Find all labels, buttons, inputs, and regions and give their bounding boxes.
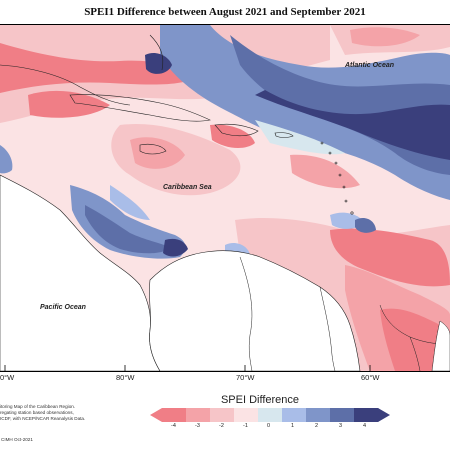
legend-tick-label: 2 [315,423,319,429]
legend-cell [234,408,259,422]
legend-tick-label: 0 [267,423,271,429]
atlantic-ocean-label: Atlantic Ocean [345,62,395,69]
legend-tick-label: 3 [339,423,343,429]
copyright: CIMH Oct-2021 [1,437,33,442]
lon-label-70w: 70°W [236,373,255,382]
legend-cell [186,408,211,422]
legend-cell [330,408,355,422]
legend-cell [306,408,331,422]
credit-line-2: regating station based observations, [0,410,74,415]
legend-tick-label: -2 [219,423,224,429]
legend-arrow-left [150,408,162,422]
caribbean-sea-label: Caribbean Sea [163,184,212,191]
credit-line-1: itoring Map of the Caribbean Region. [0,404,76,409]
legend-tick-label: 4 [363,423,367,429]
legend-cell [210,408,235,422]
legend-tick-label: -1 [243,423,248,429]
legend-tick-label: -3 [195,423,200,429]
legend-cell [258,408,283,422]
lon-label-60w: 60°W [361,373,380,382]
legend-tick-label: -4 [171,423,176,429]
legend-cell [354,408,379,422]
legend-tick-label: 1 [291,423,295,429]
map-title: SPEI1 Difference between August 2021 and… [84,6,366,18]
lon-label-80w: 80°W [116,373,135,382]
spei-difference-map [0,24,450,372]
legend-cell [282,408,307,422]
legend-colorbar [150,408,390,422]
legend-cell [162,408,187,422]
credit-line-3: ICDF, with NCEP/NCAR Reanalysis Data. [0,416,86,421]
legend-arrow-right [378,408,390,422]
lon-label-left-edge: 0°W [0,373,15,382]
legend-title: SPEI Difference [220,394,300,406]
pacific-ocean-label: Pacific Ocean [40,304,86,311]
